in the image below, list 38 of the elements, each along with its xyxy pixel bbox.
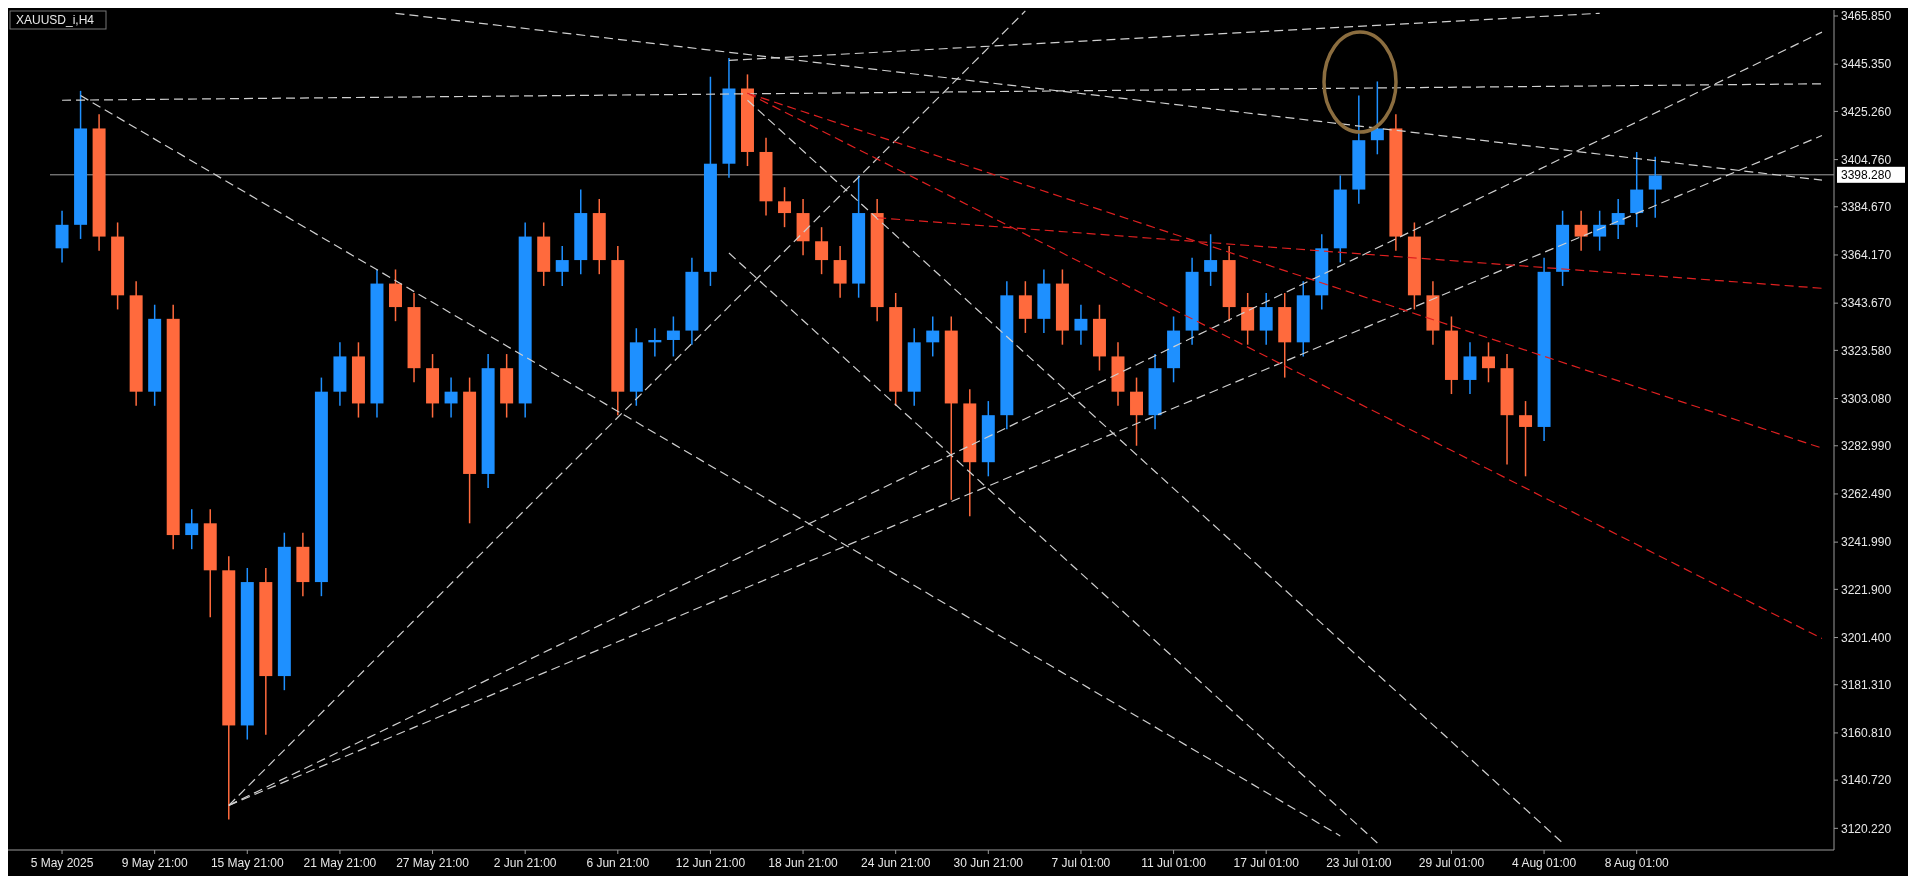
x-tick-label: 7 Jul 01:00	[1051, 856, 1111, 870]
y-tick-label: 3120.220	[1841, 821, 1892, 836]
y-tick-label: 3465.850	[1841, 9, 1892, 24]
chart-title: XAUUSD_i,H4	[16, 13, 95, 27]
y-tick-label: 3221.900	[1841, 582, 1892, 597]
y-tick-label: 3160.810	[1841, 726, 1892, 741]
y-tick-label: 3343.670	[1841, 296, 1892, 311]
x-tick-label: 17 Jul 01:00	[1233, 856, 1300, 870]
x-tick-label: 5 May 2025	[30, 856, 94, 870]
y-tick-label: 3445.350	[1841, 57, 1892, 72]
x-tick-label: 24 Jun 21:00	[860, 856, 931, 870]
y-tick-label: 3404.760	[1841, 152, 1892, 167]
y-tick-label: 3364.170	[1841, 248, 1892, 263]
x-tick-label: 9 May 21:00	[121, 856, 189, 870]
x-tick-label: 6 Jun 21:00	[586, 856, 650, 870]
y-tick-label: 3201.400	[1841, 630, 1892, 645]
y-tick-label: 3241.990	[1841, 535, 1892, 550]
x-tick-label: 12 Jun 21:00	[675, 856, 746, 870]
x-tick-label: 21 May 21:00	[303, 856, 377, 870]
x-tick-label: 15 May 21:00	[210, 856, 284, 870]
y-tick-label: 3181.310	[1841, 677, 1892, 692]
x-tick-label: 2 Jun 21:00	[493, 856, 557, 870]
x-tick-label: 29 Jul 01:00	[1418, 856, 1485, 870]
x-tick-label: 18 Jun 21:00	[768, 856, 839, 870]
x-tick-label: 27 May 21:00	[396, 856, 470, 870]
y-tick-label: 3384.670	[1841, 199, 1892, 214]
x-tick-label: 4 Aug 01:00	[1512, 856, 1577, 870]
x-tick-label: 8 Aug 01:00	[1604, 856, 1670, 870]
y-tick-label: 3303.080	[1841, 391, 1892, 406]
y-tick-label: 3262.490	[1841, 487, 1892, 502]
y-tick-label: 3323.580	[1841, 343, 1892, 358]
y-tick-label: 3425.260	[1841, 104, 1892, 119]
x-tick-label: 23 Jul 01:00	[1326, 856, 1392, 870]
ref-line-label: 3398.280	[1841, 168, 1892, 182]
y-tick-label: 3140.720	[1841, 773, 1892, 788]
x-tick-label: 30 Jun 21:00	[953, 856, 1024, 870]
y-tick-label: 3282.990	[1841, 438, 1892, 453]
x-tick-label: 11 Jul 01:00	[1141, 856, 1207, 870]
